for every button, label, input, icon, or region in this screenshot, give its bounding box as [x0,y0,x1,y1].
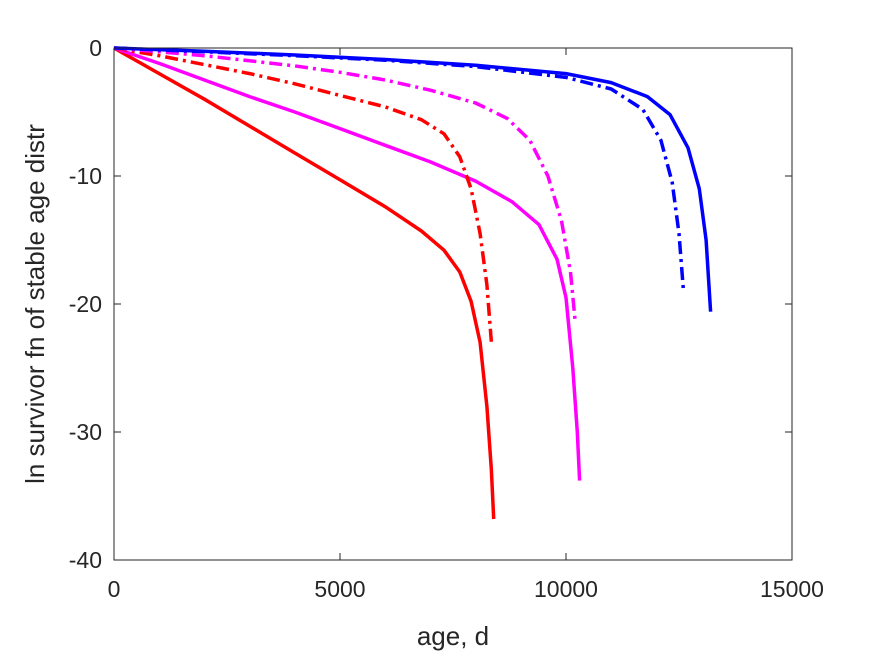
series-line-5 [113,46,577,320]
series-layer [113,46,713,520]
y-tick-label: 0 [89,35,102,61]
series-line-3 [113,46,713,312]
series-line-2 [113,46,582,481]
series-line-6 [113,46,686,292]
y-tick-label: -30 [69,419,102,445]
x-tick-label: 0 [108,576,121,602]
series-line-1 [113,46,496,520]
y-tick-label: -40 [69,547,102,573]
x-tick-label: 15000 [760,576,824,602]
x-tick-label: 5000 [314,576,365,602]
y-tick-label: -10 [69,163,102,189]
series-line-4 [113,46,494,343]
plot-area [114,48,792,560]
y-tick-label: -20 [69,291,102,317]
ticks-layer: 0 5000 10000 15000 0 -10 -20 -30 -40 [69,35,824,602]
y-axis-label: ln survivor fn of stable age distr [20,124,50,484]
x-tick-label: 10000 [534,576,598,602]
x-axis-label: age, d [417,621,489,651]
